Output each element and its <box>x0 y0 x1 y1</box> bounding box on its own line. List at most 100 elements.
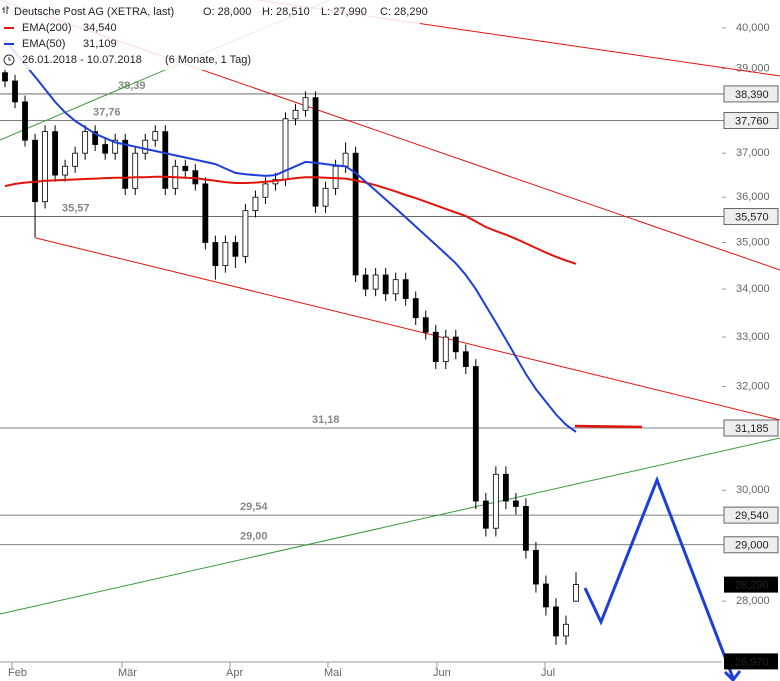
x-tick-label: Mär <box>118 667 137 679</box>
x-tick-label: Jul <box>541 667 555 679</box>
y-tick-label: 34,000 <box>736 283 770 295</box>
y-tick-label: 30,000 <box>736 484 770 496</box>
level-tag <box>723 536 779 554</box>
price-tag <box>724 576 778 593</box>
legend-label: EMA(50) <box>22 38 65 50</box>
candle-body <box>563 623 569 637</box>
legend-value: 31,109 <box>83 38 117 50</box>
candle-body <box>222 242 229 267</box>
legend-value: 34,540 <box>83 22 117 34</box>
level-annotation: 37,76 <box>93 106 121 118</box>
candle-body <box>372 274 379 290</box>
candle-body <box>312 97 319 207</box>
candle-body <box>392 279 399 295</box>
candle-body <box>533 549 539 585</box>
ohlc: L: 27,990 <box>321 6 367 18</box>
candle-body <box>412 298 419 319</box>
candle-body <box>102 144 109 154</box>
candle-body <box>512 500 519 507</box>
level-tag <box>723 85 779 103</box>
level-tag-label: 38,390 <box>735 89 769 101</box>
trend-line <box>35 237 780 421</box>
candle-body <box>22 101 28 141</box>
candle-body <box>362 274 369 290</box>
candle-body <box>202 183 209 243</box>
ema-line <box>4 175 577 265</box>
y-tick-label: 28,000 <box>736 595 770 607</box>
candle-body <box>422 317 429 333</box>
candle-body <box>232 242 239 257</box>
clock-hand <box>8 57 11 61</box>
level-tag <box>723 506 779 524</box>
candle-body <box>12 80 18 103</box>
candle-body <box>212 242 219 267</box>
level-annotation: 38,39 <box>118 80 146 92</box>
ohlc: H: 28,510 <box>262 6 310 18</box>
level-annotation: 29,54 <box>240 501 268 513</box>
candle-body <box>573 584 579 602</box>
projection <box>583 475 735 679</box>
x-tick-label: Apr <box>226 667 243 679</box>
candle-body <box>472 366 479 502</box>
legend: Deutsche Post AG (XETRA, last) O: 28,000… <box>0 0 428 70</box>
candle-body <box>122 139 129 189</box>
legend-bg <box>0 0 420 70</box>
candle-body <box>2 72 8 82</box>
y-tick-label: 40,000 <box>736 22 770 34</box>
level-marker <box>574 424 643 429</box>
candle-body <box>302 97 309 111</box>
candle-body <box>152 131 159 141</box>
y-tick-label: 37,000 <box>736 147 770 159</box>
candle-body <box>112 139 119 154</box>
y-tick-label: 33,000 <box>736 331 770 343</box>
candle-body <box>442 336 449 363</box>
clock-icon <box>3 54 15 66</box>
candle-body <box>432 331 439 363</box>
level-tag <box>723 112 779 130</box>
ohlc: O: 28,000 <box>203 6 251 18</box>
candle-body <box>72 152 79 167</box>
candle-body <box>242 210 249 257</box>
candle-body <box>52 131 58 176</box>
ohlc: C: 28,290 <box>380 6 428 18</box>
candle-body <box>502 473 509 502</box>
candle-body <box>292 109 299 120</box>
price-tag-label: 26,970 <box>735 656 769 668</box>
candle-body <box>342 152 349 167</box>
candle-body <box>452 336 459 353</box>
candle-body <box>182 165 189 172</box>
level-tag-label: 29,540 <box>735 510 769 522</box>
candle-body <box>553 606 559 637</box>
level-tag-label: 37,760 <box>735 115 769 127</box>
candle-body <box>322 187 329 207</box>
legend-label: EMA(200) <box>22 22 72 34</box>
candle-body <box>252 196 259 212</box>
y-tick-label: 36,000 <box>736 191 770 203</box>
candle-body <box>382 274 389 295</box>
candle-body <box>82 131 89 154</box>
level-tag <box>723 419 779 437</box>
candle-body <box>92 131 99 145</box>
candle-body <box>142 139 149 154</box>
candle-body <box>162 131 169 189</box>
ema-line <box>4 39 577 433</box>
level-annotation: 29,00 <box>240 531 268 543</box>
level-tag-label: 31,185 <box>735 423 769 435</box>
level-tag-label: 35,570 <box>735 211 769 223</box>
candle-body <box>492 473 499 529</box>
price-tag-label: 28,290 <box>735 580 769 592</box>
candle-body <box>62 165 69 176</box>
title: Deutsche Post AG (XETRA, last) <box>14 6 174 18</box>
period: 26.01.2018 - 10.07.2018 <box>22 54 142 66</box>
candle-body <box>262 183 269 198</box>
candle-body <box>132 152 139 189</box>
icon <box>2 6 9 14</box>
level-tag <box>723 208 779 226</box>
y-tick-label: 39,000 <box>736 62 770 74</box>
x-tick-label: Jun <box>433 667 451 679</box>
period-note: (6 Monate, 1 Tag) <box>165 54 251 66</box>
y-tick-label: 35,000 <box>736 236 770 248</box>
projection-arrow <box>723 670 742 681</box>
